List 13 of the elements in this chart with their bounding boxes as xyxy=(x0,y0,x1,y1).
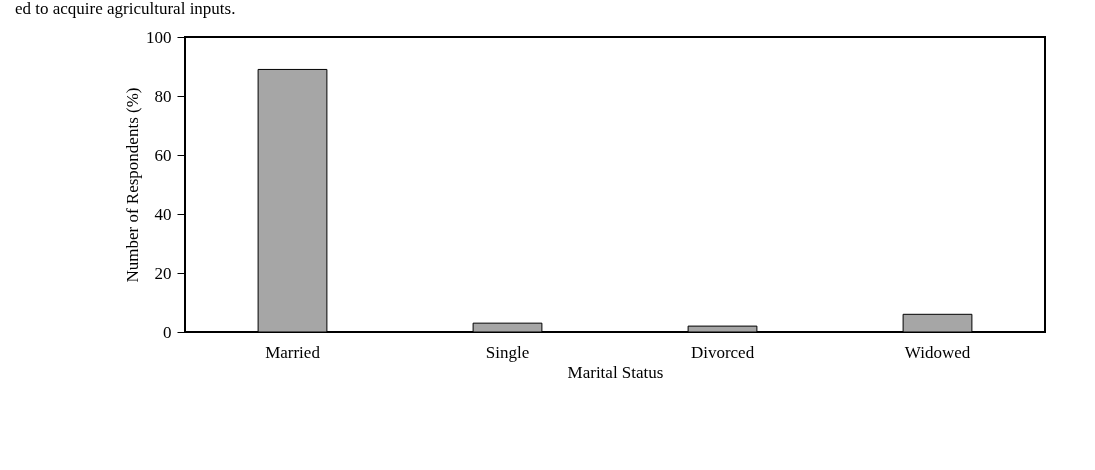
y-axis-title: Number of Respondents (%) xyxy=(123,87,142,283)
y-tick-label: 20 xyxy=(154,263,172,283)
x-tick-label: Married xyxy=(265,342,321,362)
x-tick-label: Widowed xyxy=(904,342,971,362)
x-axis-title: Marital Status xyxy=(567,362,664,382)
y-tick-label: 80 xyxy=(154,86,172,106)
text: ed to acquire agricultural inputs. xyxy=(15,0,236,18)
y-tick-label: 60 xyxy=(154,145,172,165)
x-tick-label: Divorced xyxy=(690,342,755,362)
y-tick-label: 100 xyxy=(146,27,172,47)
y-tick-label: 40 xyxy=(154,204,172,224)
y-tick-label: 0 xyxy=(163,322,172,342)
x-tick-label: Single xyxy=(485,342,530,362)
